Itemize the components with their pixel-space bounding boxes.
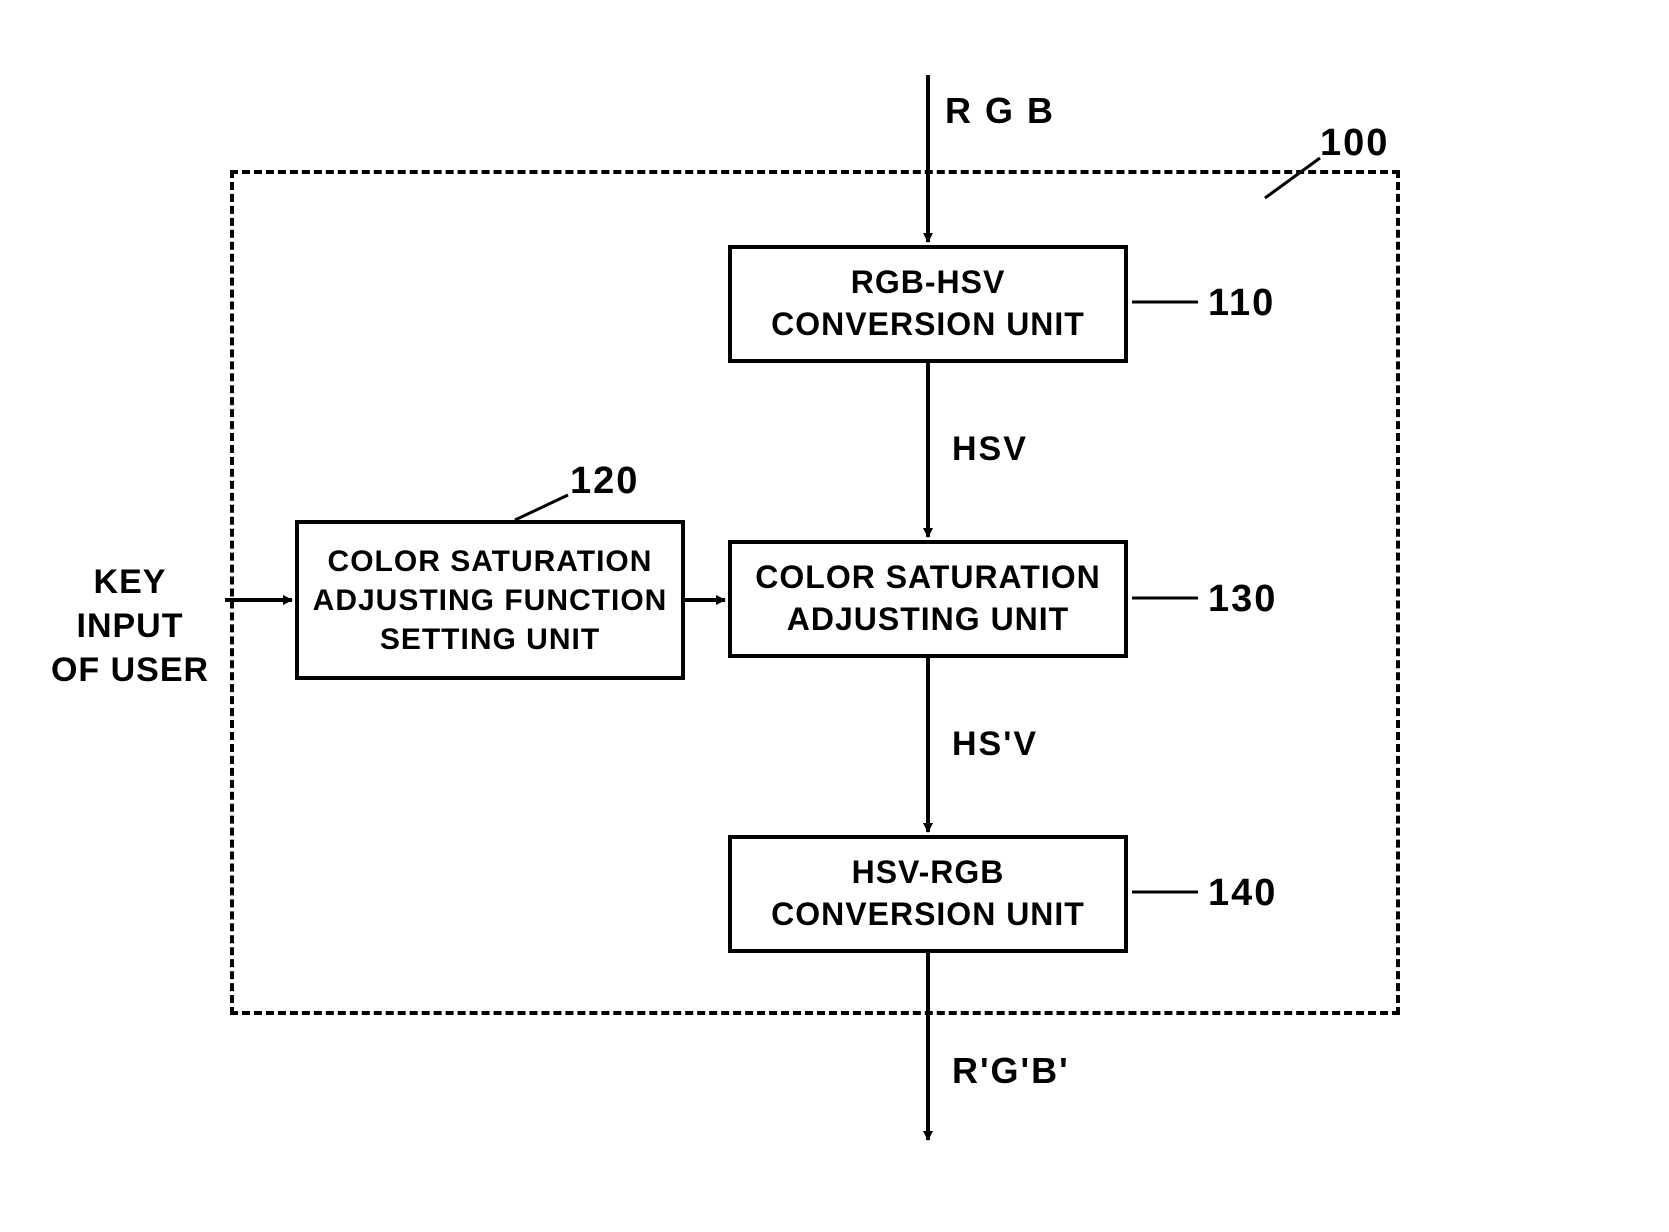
- rgb-hsv-box: RGB-HSV CONVERSION UNIT: [728, 245, 1128, 363]
- adjusting-line1: COLOR SATURATION: [755, 557, 1100, 599]
- rgb-hsv-line1: RGB-HSV: [771, 262, 1085, 304]
- setting-line2: ADJUSTING FUNCTION: [313, 581, 668, 620]
- ref-100: 100: [1320, 122, 1389, 165]
- setting-line1: COLOR SATURATION: [313, 542, 668, 581]
- setting-box: COLOR SATURATION ADJUSTING FUNCTION SETT…: [295, 520, 685, 680]
- key-input-label: KEY INPUT OF USER: [40, 560, 220, 693]
- hsv-rgb-box: HSV-RGB CONVERSION UNIT: [728, 835, 1128, 953]
- adjusting-box: COLOR SATURATION ADJUSTING UNIT: [728, 540, 1128, 658]
- input-rgb-label: R G B: [945, 90, 1055, 132]
- hsv-rgb-line2: CONVERSION UNIT: [771, 894, 1085, 936]
- key-input-line1: KEY INPUT: [40, 560, 220, 648]
- ref-130: 130: [1208, 578, 1277, 621]
- ref-140: 140: [1208, 872, 1277, 915]
- setting-line3: SETTING UNIT: [313, 620, 668, 659]
- block-diagram: RGB-HSV CONVERSION UNIT COLOR SATURATION…: [40, 40, 1629, 1192]
- rgb-hsv-line2: CONVERSION UNIT: [771, 304, 1085, 346]
- ref-120: 120: [570, 460, 639, 503]
- hsprime-v-signal-label: HS'V: [952, 725, 1038, 764]
- adjusting-line2: ADJUSTING UNIT: [755, 599, 1100, 641]
- hsv-signal-label: HSV: [952, 430, 1028, 469]
- hsv-rgb-line1: HSV-RGB: [771, 852, 1085, 894]
- key-input-line2: OF USER: [40, 648, 220, 692]
- ref-110: 110: [1208, 282, 1275, 325]
- output-rgb-label: R'G'B': [952, 1050, 1070, 1092]
